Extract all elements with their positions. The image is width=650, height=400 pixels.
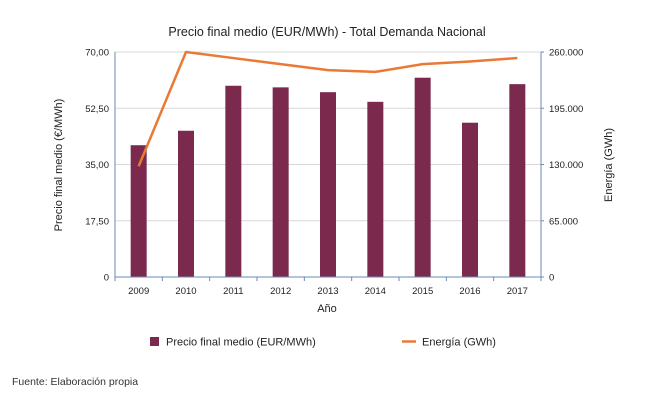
legend-label-price: Precio final medio (EUR/MWh) xyxy=(166,337,316,349)
y2-tick-label: 130.000 xyxy=(549,160,583,171)
x-axis-ticks: 2009 2010 2011 2012 2013 2014 2015 2016 2017 xyxy=(114,277,542,297)
legend: Precio final medio (EUR/MWh) Energía (GW… xyxy=(150,337,496,349)
y2-tick-label: 195.000 xyxy=(549,104,583,115)
price-bar xyxy=(272,87,289,277)
price-bar xyxy=(178,130,194,277)
y-tick-label: 52,50 xyxy=(85,104,109,115)
x-tick-label: 2014 xyxy=(365,286,386,297)
x-tick-label: 2010 xyxy=(175,286,196,297)
y2-axis-ticks: 0 65.000 130.000 195.000 260.000 xyxy=(541,48,583,284)
price-bar xyxy=(367,101,384,277)
price-bar xyxy=(130,145,147,277)
chart-title: Precio final medio (EUR/MWh) - Total Dem… xyxy=(168,25,485,39)
x-tick-label: 2016 xyxy=(459,286,480,297)
x-tick-label: 2012 xyxy=(270,286,291,297)
y2-axis-label: Energía (GWh) xyxy=(603,128,615,202)
y2-tick-label: 260.000 xyxy=(549,48,583,59)
source-note: Fuente: Elaboración propia xyxy=(12,376,139,388)
price-bar xyxy=(320,92,336,277)
price-bar xyxy=(225,85,242,277)
legend-swatch-price xyxy=(150,337,159,346)
bars xyxy=(130,77,526,278)
x-tick-label: 2015 xyxy=(412,286,433,297)
y2-tick-label: 65.000 xyxy=(549,216,578,227)
price-bar xyxy=(462,122,478,277)
y-axis-label: Precio final medio (€/MWh) xyxy=(53,99,65,232)
x-tick-label: 2011 xyxy=(223,286,243,297)
y-tick-label: 70,00 xyxy=(85,48,109,59)
price-bar xyxy=(414,77,431,277)
y-tick-label: 0 xyxy=(104,273,109,284)
y-tick-label: 35,00 xyxy=(85,160,109,171)
y-tick-label: 17,50 xyxy=(85,216,109,227)
energy-line-layer xyxy=(137,50,518,167)
x-axis-label: Año xyxy=(317,303,337,315)
y2-tick-label: 0 xyxy=(549,273,554,284)
x-tick-label: 2017 xyxy=(507,286,528,297)
price-bar xyxy=(509,84,526,278)
legend-label-energy: Energía (GWh) xyxy=(422,337,496,349)
x-tick-label: 2013 xyxy=(317,286,338,297)
energy-line xyxy=(137,50,518,167)
x-tick-label: 2009 xyxy=(128,286,149,297)
y-axis-ticks: 0 17,50 35,00 52,50 70,00 xyxy=(85,48,109,284)
